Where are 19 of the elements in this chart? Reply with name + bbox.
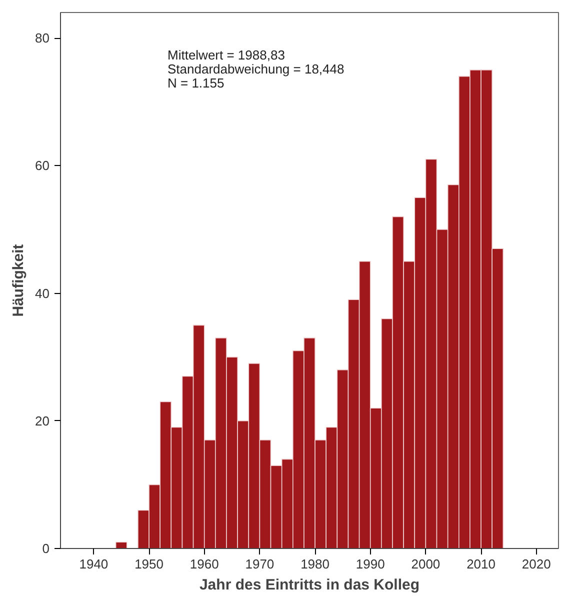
- y-axis-title: Häufigkeit: [10, 244, 28, 317]
- x-tick-label: 1950: [134, 556, 164, 572]
- x-tick-label: 2020: [522, 556, 551, 572]
- x-tick-label: 2010: [466, 556, 496, 572]
- x-tick-label: 1970: [245, 556, 274, 572]
- y-tick-label: 0: [42, 541, 50, 556]
- x-tick-label: 1940: [79, 556, 108, 572]
- x-tick-label: 1960: [190, 556, 219, 572]
- y-tick-label: 80: [35, 30, 50, 46]
- x-tick-label: 1980: [300, 556, 330, 572]
- annotation: Mittelwert = 1988,83: [168, 48, 285, 62]
- annotation: N = 1.155: [168, 76, 224, 90]
- x-axis-title: Jahr des Eintritts in das Kolleg: [199, 576, 420, 594]
- x-tick-label: 2000: [411, 556, 440, 572]
- x-tick-label: 1990: [356, 556, 385, 572]
- y-tick-label: 60: [35, 158, 50, 174]
- annotation: Standardabweichung = 18,448: [168, 62, 344, 76]
- y-tick-label: 40: [35, 286, 50, 301]
- y-tick-label: 20: [35, 413, 50, 428]
